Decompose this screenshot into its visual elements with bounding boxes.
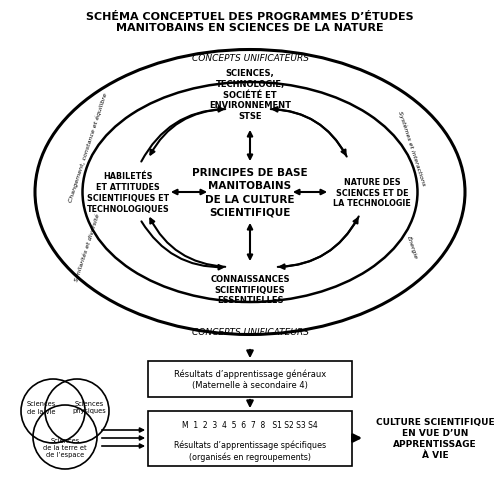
Text: CONNAISSANCES
SCIENTIFIQUES
ESSENTIELLES: CONNAISSANCES SCIENTIFIQUES ESSENTIELLES [210, 274, 290, 305]
FancyArrowPatch shape [142, 222, 223, 270]
FancyArrowPatch shape [280, 217, 358, 269]
Text: SCIENCES,
TECHNOLOGIE,
SOCIÉTÉ ET
ENVIRONNEMENT
STSE: SCIENCES, TECHNOLOGIE, SOCIÉTÉ ET ENVIRO… [209, 69, 291, 121]
FancyArrowPatch shape [271, 110, 345, 155]
FancyArrowPatch shape [150, 219, 225, 267]
FancyArrowPatch shape [278, 219, 357, 267]
Text: Sciences
de la terre et
de l’espace: Sciences de la terre et de l’espace [43, 437, 87, 457]
FancyArrowPatch shape [150, 110, 225, 155]
Text: Résultats d’apprentissage généraux
(Maternelle à secondaire 4): Résultats d’apprentissage généraux (Mate… [174, 369, 326, 389]
Text: Systèmes et interactions: Systèmes et interactions [398, 110, 426, 186]
Text: HABILETÉS
ET ATTITUDES
SCIENTIFIQUES ET
TECHNOLOGIQUES: HABILETÉS ET ATTITUDES SCIENTIFIQUES ET … [86, 172, 170, 213]
Text: Changement, constance et équilibre: Changement, constance et équilibre [68, 92, 108, 203]
Text: Résultats d’apprentissage spécifiques
(organisés en regroupements): Résultats d’apprentissage spécifiques (o… [174, 440, 326, 461]
FancyArrowPatch shape [273, 108, 346, 157]
FancyArrowPatch shape [142, 108, 223, 162]
Text: Énergie: Énergie [406, 235, 418, 260]
Text: M  1  2  3  4  5  6  7  8   S1 S2 S3 S4: M 1 2 3 4 5 6 7 8 S1 S2 S3 S4 [182, 420, 318, 428]
Text: Sciences
physiques: Sciences physiques [72, 401, 106, 414]
Text: CONCEPTS UNIFICATEURS: CONCEPTS UNIFICATEURS [192, 327, 308, 336]
Text: Similarités et diversité: Similarités et diversité [74, 213, 102, 282]
Text: Sciences
de la vie: Sciences de la vie [26, 401, 56, 414]
Text: CULTURE SCIENTIFIQUE
EN VUE D’UN
APPRENTISSAGE
À VIE: CULTURE SCIENTIFIQUE EN VUE D’UN APPRENT… [376, 417, 494, 459]
Text: CONCEPTS UNIFICATEURS: CONCEPTS UNIFICATEURS [192, 54, 308, 63]
Bar [148, 411, 352, 466]
Bar [148, 361, 352, 397]
Text: MANITOBAINS EN SCIENCES DE LA NATURE: MANITOBAINS EN SCIENCES DE LA NATURE [116, 23, 384, 33]
Text: NATURE DES
SCIENCES ET DE
LA TECHNOLOGIE: NATURE DES SCIENCES ET DE LA TECHNOLOGIE [333, 177, 411, 208]
Text: PRINCIPES DE BASE
MANITOBAINS
DE LA CULTURE
SCIENTIFIQUE: PRINCIPES DE BASE MANITOBAINS DE LA CULT… [192, 168, 308, 217]
Text: SCHÉMA CONCEPTUEL DES PROGRAMMES D’ÉTUDES: SCHÉMA CONCEPTUEL DES PROGRAMMES D’ÉTUDE… [86, 12, 414, 22]
